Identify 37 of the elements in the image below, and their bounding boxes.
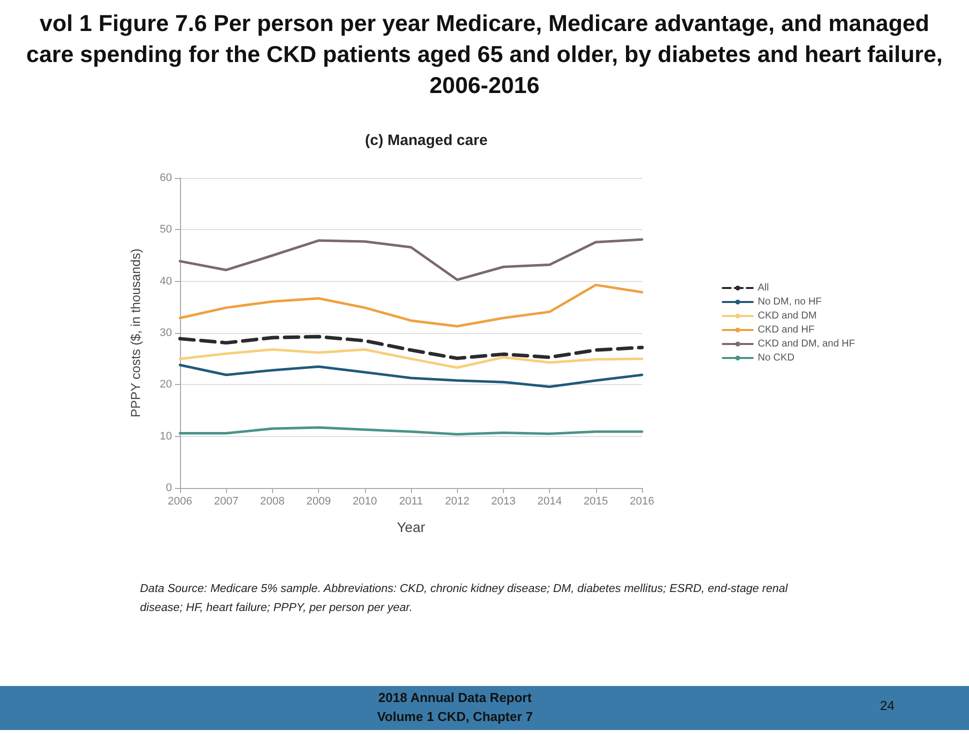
y-tick-label: 40	[160, 275, 172, 288]
y-tick-label: 10	[160, 430, 172, 442]
x-tick-label: 2008	[260, 496, 285, 508]
text: 24	[880, 698, 894, 713]
x-tick-label: 2009	[306, 496, 331, 508]
x-tick-label: 2016	[630, 496, 654, 508]
legend-label: CKD and DM	[758, 310, 817, 322]
line-series	[178, 426, 644, 436]
x-tick-label: 2006	[168, 496, 192, 508]
legend-label: All	[758, 282, 769, 294]
y-tick-label: 20	[160, 378, 172, 391]
line-series	[178, 284, 644, 328]
x-tick-label: 2010	[352, 496, 378, 508]
line-series	[178, 334, 644, 360]
text: 2018 Annual Data Report Volume 1 CKD, Chapter 7	[376, 689, 534, 726]
y-tick-label: 50	[160, 224, 172, 236]
y-tick-label: 60	[160, 172, 172, 184]
chart-subtitle: (c) Managed care	[365, 132, 488, 149]
legend-label: CKD and HF	[758, 324, 814, 336]
y-axis-title: PPPY costs ($, in thousands)	[128, 248, 143, 418]
line-series	[178, 348, 644, 369]
chart-title: vol 1 Figure 7.6 Per person per year Medicare, Medicare advantage, and managed care spending for the CKD patients aged 65 and older, by diabetes and heart failure, 2006-2016	[25, 9, 944, 100]
y-tick-label: 30	[160, 327, 172, 339]
x-axis-title: Year	[396, 519, 426, 535]
y-tick-label: 0	[166, 482, 172, 494]
x-tick-label: 2012	[444, 496, 470, 508]
x-tick-label: 2011	[399, 496, 423, 508]
source-note: Data Source: Medicare 5% sample. Abbreviations: CKD, chronic kidney disease; DM, diabetes mellitus; ESRD, end-stage renal disease; HF, heart failure; PPPY, per person per year.	[140, 582, 789, 616]
line-series	[178, 364, 644, 388]
x-tick-label: 2013	[491, 496, 516, 508]
x-tick-label: 2015	[584, 496, 608, 508]
legend-label: No DM, no HF	[758, 296, 822, 308]
legend-label: CKD and DM, and HF	[758, 338, 856, 350]
line-series	[178, 238, 644, 282]
x-tick-label: 2007	[214, 496, 238, 508]
x-tick-label: 2014	[537, 496, 562, 508]
legend-label: No CKD	[758, 352, 794, 364]
